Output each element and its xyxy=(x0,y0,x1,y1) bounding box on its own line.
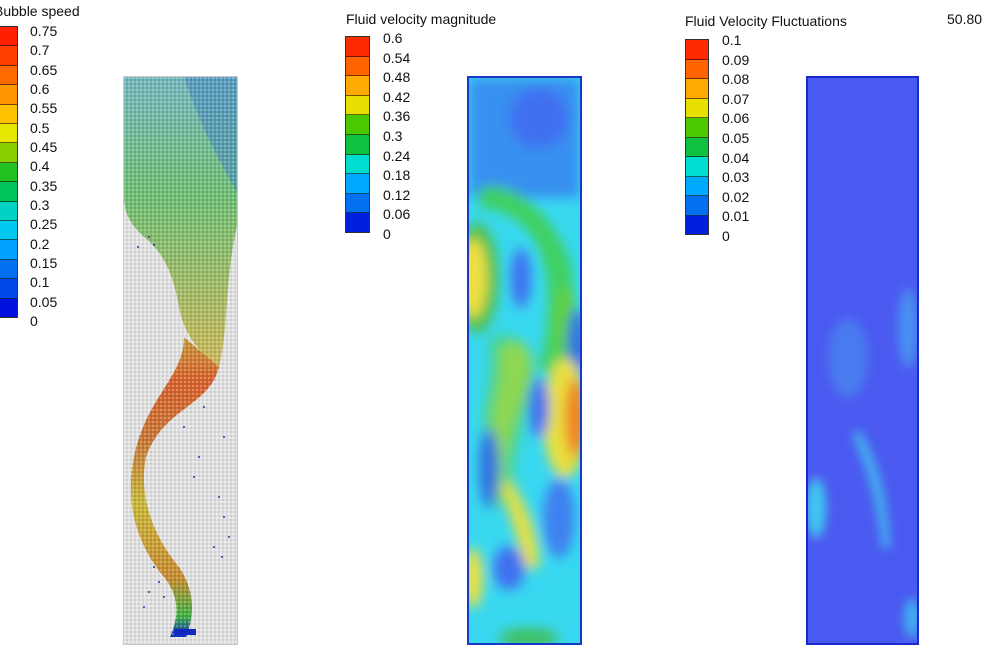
fluctuation-plot xyxy=(806,76,919,645)
tick: 0.12 xyxy=(383,186,411,203)
tick: 0.35 xyxy=(30,177,58,194)
tick: 0.48 xyxy=(383,69,411,86)
fluctuation-ticks: 0.1 0.09 0.08 0.07 0.06 0.05 0.04 0.03 0… xyxy=(722,33,749,243)
tick: 0.65 xyxy=(30,61,58,78)
bubble-plume-graphic xyxy=(124,77,237,644)
tick: 0.1 xyxy=(30,274,50,291)
bubble-speed-plot xyxy=(123,76,238,645)
tick: 0.75 xyxy=(30,23,58,39)
tick: 0.36 xyxy=(383,108,411,125)
fluid-velocity-magnitude-title: Fluid velocity magnitude xyxy=(346,11,497,27)
tick: 0 xyxy=(383,225,391,242)
tick: 0.42 xyxy=(383,88,411,105)
tick: 0.05 xyxy=(30,293,58,310)
tick: 0.15 xyxy=(30,254,58,271)
tick: 0.09 xyxy=(722,51,750,68)
tick: 0.55 xyxy=(30,100,58,117)
fluid-velocity-plot xyxy=(467,76,582,645)
tick: 0.3 xyxy=(383,127,403,144)
fluid-velocity-colorbar xyxy=(345,36,370,233)
fluid-velocity-field-graphic xyxy=(469,78,580,643)
tick: 0.06 xyxy=(722,110,750,127)
bubble-speed-colorbar xyxy=(0,26,18,318)
tick: 0 xyxy=(30,312,38,329)
tick: 0 xyxy=(722,227,730,244)
tick: 0.3 xyxy=(30,196,50,213)
bubble-speed-ticks: 0.75 0.7 0.65 0.6 0.55 0.5 0.45 0.4 0.35… xyxy=(30,24,57,328)
tick: 0.04 xyxy=(722,149,750,166)
tick: 0.6 xyxy=(30,80,50,97)
tick: 0.4 xyxy=(30,158,50,175)
tick: 0.25 xyxy=(30,216,58,233)
fluctuation-colorbar xyxy=(685,39,709,235)
tick: 0.1 xyxy=(722,32,742,48)
tick: 0.24 xyxy=(383,147,411,164)
tick: 0.08 xyxy=(722,71,750,88)
tick: 0.7 xyxy=(30,42,50,59)
tick: 0.5 xyxy=(30,119,50,136)
simulation-time-label: 50.80 xyxy=(947,11,983,27)
tick: 0.01 xyxy=(722,208,750,225)
tick: 0.45 xyxy=(30,138,58,155)
tick: 0.05 xyxy=(722,129,750,146)
tick: 0.2 xyxy=(30,235,50,252)
tick: 0.18 xyxy=(383,167,411,184)
bubble-speed-title: Bubble speed xyxy=(0,3,80,19)
fluid-velocity-fluctuations-title: Fluid Velocity Fluctuations xyxy=(685,13,847,29)
fluid-velocity-ticks: 0.6 0.54 0.48 0.42 0.36 0.3 0.24 0.18 0.… xyxy=(383,31,410,241)
fluctuation-field-graphic xyxy=(808,288,917,638)
tick: 0.02 xyxy=(722,188,750,205)
tick: 0.07 xyxy=(722,90,750,107)
tick: 0.03 xyxy=(722,169,750,186)
tick: 0.06 xyxy=(383,206,411,223)
tick: 0.6 xyxy=(383,30,403,46)
tick: 0.54 xyxy=(383,49,411,66)
